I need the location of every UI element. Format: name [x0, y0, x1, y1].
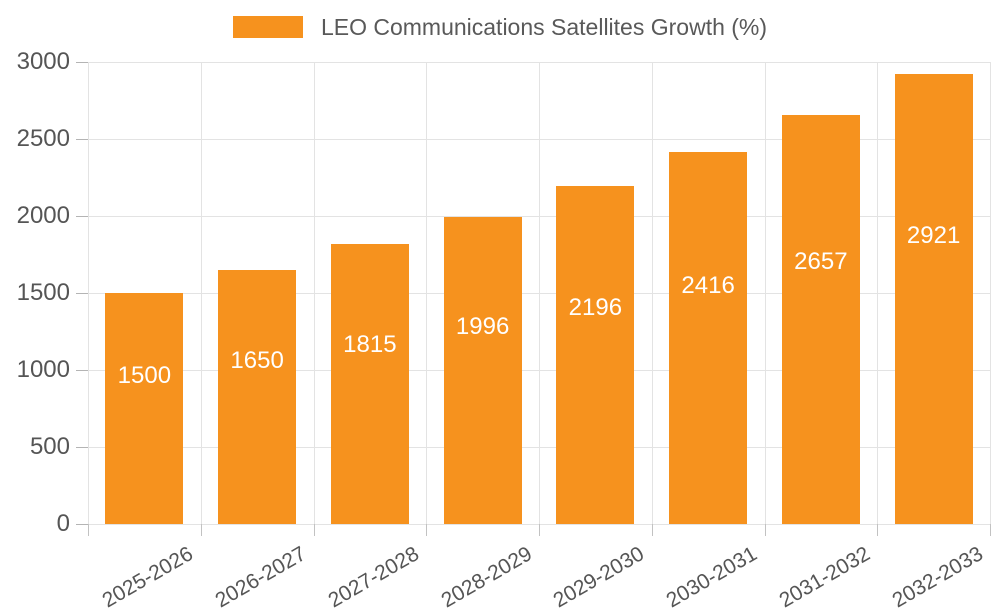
- y-tick-mark: [76, 447, 88, 448]
- legend-label: LEO Communications Satellites Growth (%): [320, 13, 768, 40]
- x-tick-mark: [200, 524, 202, 536]
- y-tick-mark: [76, 62, 88, 63]
- bar[interactable]: [669, 151, 748, 524]
- y-tick-mark: [76, 139, 88, 140]
- x-tick-label: 2028-2029: [437, 542, 536, 612]
- y-tick-mark: [76, 293, 88, 294]
- bar-value-label: 1500: [117, 362, 172, 390]
- gridline-vertical: [651, 62, 653, 524]
- x-tick-mark: [88, 524, 89, 536]
- y-tick-mark: [76, 524, 88, 525]
- gridline-vertical: [426, 62, 428, 524]
- x-tick-label: 2030-2031: [662, 542, 762, 612]
- plot-area: 1500 1650 1815 1996 2196 2416 2657 2921: [88, 62, 991, 525]
- chart-legend: LEO Communications Satellites Growth (%): [0, 10, 1000, 44]
- gridline-vertical: [200, 62, 202, 524]
- y-tick-label: 500: [29, 433, 70, 460]
- bar[interactable]: [330, 244, 409, 524]
- x-tick-label: 2025-2026: [98, 542, 198, 612]
- bar-value-label: 2921: [906, 222, 961, 250]
- x-tick-mark: [877, 524, 879, 536]
- bar[interactable]: [105, 293, 184, 524]
- y-tick-label: 1000: [16, 356, 70, 383]
- y-tick-label: 1500: [16, 279, 70, 306]
- bar-value-label: 1996: [455, 313, 510, 341]
- y-tick-label: 2000: [16, 202, 70, 229]
- bar[interactable]: [781, 114, 860, 524]
- x-tick-mark: [651, 524, 653, 536]
- gridline-vertical: [990, 62, 991, 524]
- y-tick-mark: [76, 216, 88, 217]
- x-tick-label: 2032-2033: [888, 542, 987, 612]
- gridline-vertical: [313, 62, 315, 524]
- gridline-vertical: [88, 62, 89, 524]
- y-tick-label: 2500: [16, 125, 70, 152]
- x-tick-mark: [313, 524, 315, 536]
- x-tick-mark: [764, 524, 766, 536]
- gridline-vertical: [877, 62, 879, 524]
- x-tick-label: 2026-2027: [211, 542, 311, 612]
- y-tick-mark: [76, 370, 88, 371]
- x-tick-label: 2027-2028: [324, 542, 423, 612]
- bar-value-label: 2657: [794, 248, 848, 276]
- bar[interactable]: [556, 185, 635, 524]
- bar[interactable]: [443, 216, 522, 524]
- x-tick-mark: [539, 524, 540, 536]
- bar-value-label: 1815: [343, 331, 397, 359]
- x-tick-mark: [990, 524, 991, 536]
- gridline-vertical: [764, 62, 766, 524]
- x-tick-mark: [426, 524, 428, 536]
- legend-color-swatch: [232, 16, 303, 38]
- bar-value-label: 2416: [681, 271, 735, 299]
- x-tick-label: 2031-2032: [775, 542, 874, 612]
- bar[interactable]: [894, 74, 973, 524]
- bar[interactable]: [218, 269, 297, 524]
- gridline-vertical: [539, 62, 540, 524]
- x-tick-label: 2029-2030: [549, 542, 649, 612]
- y-tick-label: 3000: [16, 48, 70, 75]
- y-tick-label: 0: [56, 510, 70, 537]
- bar-value-label: 2196: [568, 293, 623, 321]
- bar-value-label: 1650: [230, 347, 284, 375]
